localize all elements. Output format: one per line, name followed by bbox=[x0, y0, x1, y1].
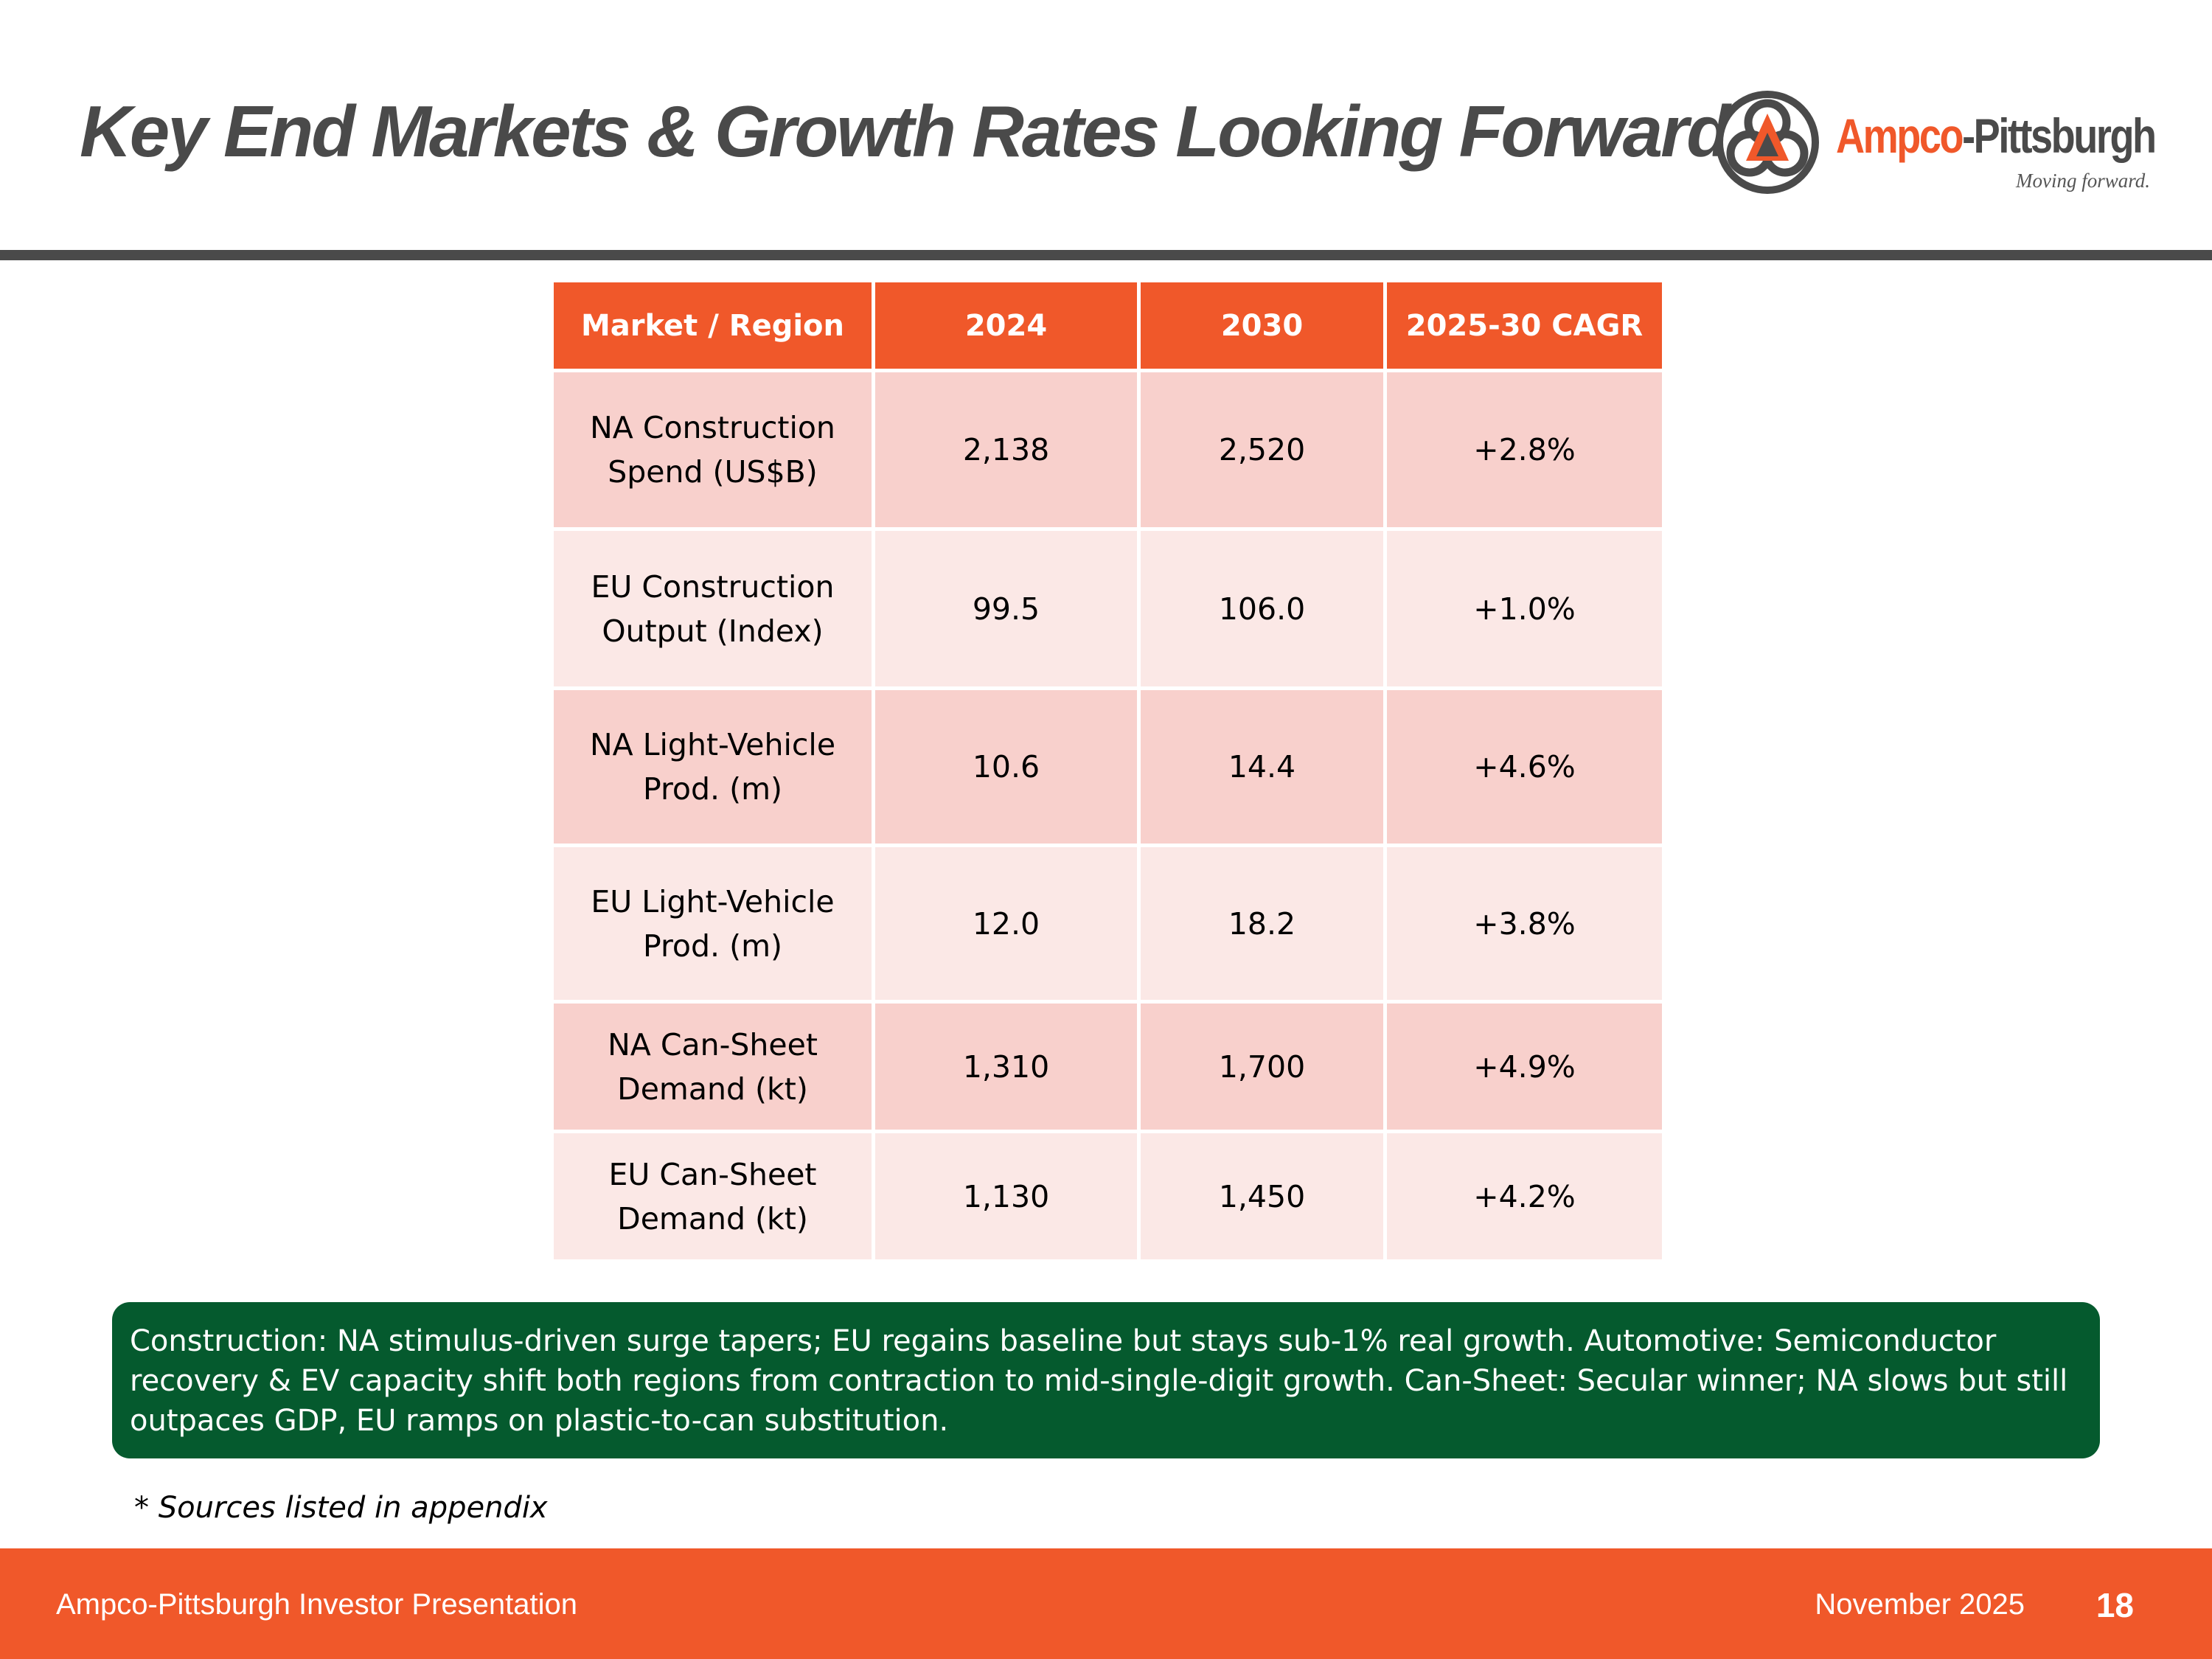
table-row: EU Light-Vehicle Prod. (m) 12.0 18.2 +3.8… bbox=[550, 844, 1666, 1004]
logo-wordmark-part1: Ampco bbox=[1836, 108, 1964, 163]
market-cell: NA Can-Sheet Demand (kt) bbox=[550, 1000, 875, 1133]
value-cagr: +2.8% bbox=[1383, 369, 1666, 531]
market-line1: EU Light-Vehicle bbox=[591, 883, 835, 919]
market-line1: EU Can-Sheet bbox=[608, 1156, 817, 1192]
market-cell: NA Construction Spend (US$B) bbox=[550, 369, 875, 531]
value-2024: 2,138 bbox=[872, 369, 1141, 531]
header-2030: 2030 bbox=[1137, 279, 1387, 372]
ampco-trefoil-logo-icon bbox=[1716, 91, 1819, 194]
value-cagr: +3.8% bbox=[1383, 844, 1666, 1004]
market-cell: EU Light-Vehicle Prod. (m) bbox=[550, 844, 875, 1004]
market-line2: Prod. (m) bbox=[642, 928, 783, 964]
market-line2: Output (Index) bbox=[602, 613, 824, 649]
value-2030: 18.2 bbox=[1137, 844, 1387, 1004]
market-line2: Spend (US$B) bbox=[608, 454, 818, 490]
sources-note: * Sources listed in appendix bbox=[134, 1491, 548, 1525]
market-cell: EU Construction Output (Index) bbox=[550, 527, 875, 690]
logo-tagline: Moving forward. bbox=[2016, 170, 2150, 192]
value-2024: 1,310 bbox=[872, 1000, 1141, 1133]
footer-presentation-title: Ampco-Pittsburgh Investor Presentation bbox=[56, 1588, 578, 1621]
market-line2: Demand (kt) bbox=[617, 1200, 808, 1237]
table-header-row: Market / Region 2024 2030 2025-30 CAGR bbox=[550, 279, 1666, 372]
table-row: NA Construction Spend (US$B) 2,138 2,520 … bbox=[550, 369, 1666, 531]
table-row: EU Construction Output (Index) 99.5 106.0… bbox=[550, 527, 1666, 690]
value-2030: 106.0 bbox=[1137, 527, 1387, 690]
value-2024: 99.5 bbox=[872, 527, 1141, 690]
value-2030: 2,520 bbox=[1137, 369, 1387, 531]
value-cagr: +4.9% bbox=[1383, 1000, 1666, 1133]
market-cell: EU Can-Sheet Demand (kt) bbox=[550, 1130, 875, 1263]
header-divider bbox=[0, 250, 2212, 260]
table-row: EU Can-Sheet Demand (kt) 1,130 1,450 +4.2… bbox=[550, 1130, 1666, 1263]
market-line1: NA Construction bbox=[590, 410, 835, 445]
logo-wordmark-part2: -Pittsburgh bbox=[1962, 108, 2157, 163]
summary-callout: Construction: NA stimulus-driven surge t… bbox=[112, 1302, 2100, 1458]
logo-wordmark: Ampco-Pittsburgh bbox=[1836, 108, 2157, 164]
header-market-region: Market / Region bbox=[550, 279, 875, 372]
header-cagr: 2025-30 CAGR bbox=[1383, 279, 1666, 372]
market-cell: NA Light-Vehicle Prod. (m) bbox=[550, 686, 875, 847]
table-row: NA Can-Sheet Demand (kt) 1,310 1,700 +4.9… bbox=[550, 1000, 1666, 1133]
market-line1: EU Construction bbox=[591, 568, 835, 605]
value-2030: 1,450 bbox=[1137, 1130, 1387, 1263]
footer-bar: Ampco-Pittsburgh Investor Presentation N… bbox=[0, 1548, 2212, 1659]
page-number: 18 bbox=[2096, 1586, 2134, 1624]
footer-date: November 2025 bbox=[1815, 1588, 2025, 1621]
market-line1: NA Can-Sheet bbox=[608, 1026, 818, 1062]
value-cagr: +1.0% bbox=[1383, 527, 1666, 690]
value-cagr: +4.6% bbox=[1383, 686, 1666, 847]
company-logo: Ampco-Pittsburgh Moving forward. bbox=[1712, 87, 2157, 205]
value-2024: 1,130 bbox=[872, 1130, 1141, 1263]
market-line2: Demand (kt) bbox=[617, 1071, 808, 1107]
value-2030: 1,700 bbox=[1137, 1000, 1387, 1133]
value-2024: 10.6 bbox=[872, 686, 1141, 847]
value-cagr: +4.2% bbox=[1383, 1130, 1666, 1263]
value-2024: 12.0 bbox=[872, 844, 1141, 1004]
value-2030: 14.4 bbox=[1137, 686, 1387, 847]
header-2024: 2024 bbox=[872, 279, 1141, 372]
market-line1: NA Light-Vehicle bbox=[589, 727, 836, 762]
slide-title: Key End Markets & Growth Rates Looking F… bbox=[80, 91, 1731, 172]
table-row: NA Light-Vehicle Prod. (m) 10.6 14.4 +4.6… bbox=[550, 686, 1666, 847]
markets-table: Market / Region 2024 2030 2025-30 CAGR N… bbox=[550, 279, 1666, 1263]
market-line2: Prod. (m) bbox=[642, 771, 783, 807]
